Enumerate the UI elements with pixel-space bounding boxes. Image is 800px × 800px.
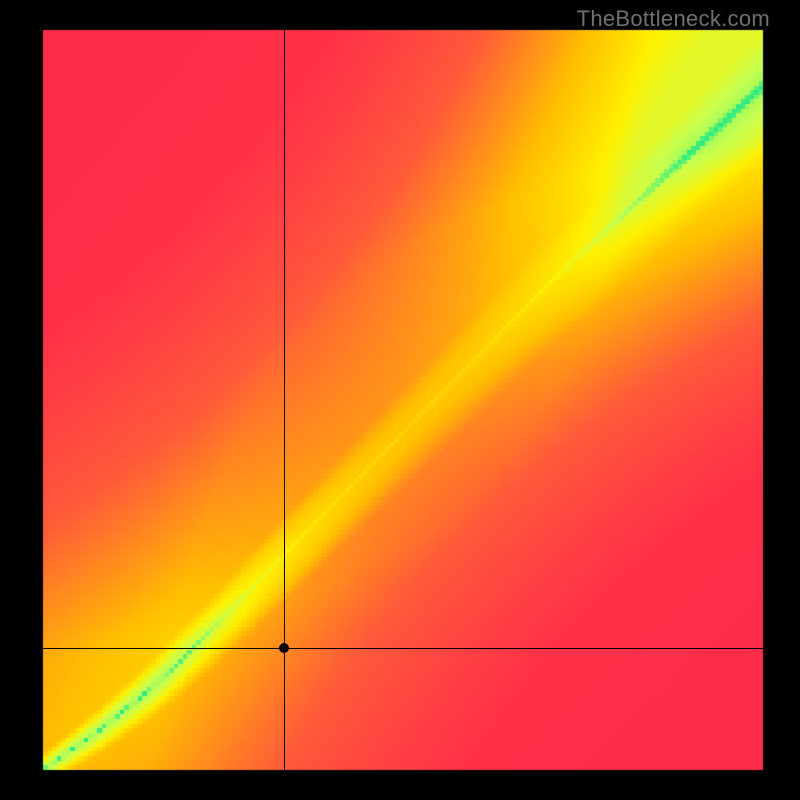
crosshair-horizontal bbox=[43, 648, 763, 649]
chart-container: TheBottleneck.com bbox=[0, 0, 800, 800]
watermark-text: TheBottleneck.com bbox=[577, 6, 770, 32]
crosshair-intersection-dot bbox=[279, 643, 289, 653]
heatmap-canvas bbox=[0, 0, 800, 800]
crosshair-vertical bbox=[284, 30, 285, 770]
